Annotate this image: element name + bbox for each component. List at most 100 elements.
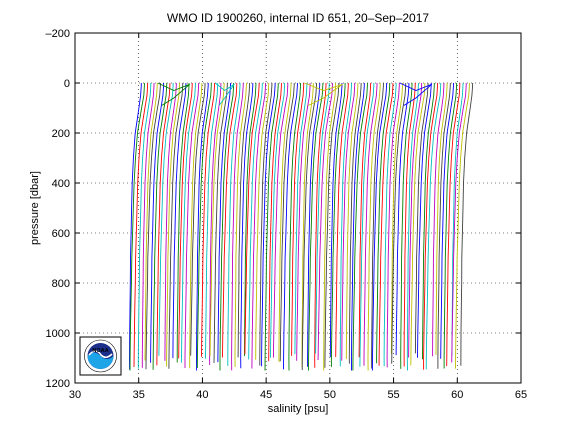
salinity-profile	[190, 83, 206, 356]
salinity-profile	[145, 83, 161, 370]
salinity-profile	[308, 83, 324, 371]
salinity-profile	[446, 83, 461, 367]
salinity-profile	[196, 83, 212, 369]
salinity-profile	[460, 83, 474, 366]
salinity-profile	[244, 83, 257, 357]
salinity-profile	[301, 83, 317, 371]
salinity-profile	[383, 83, 397, 367]
salinity-profile	[189, 83, 203, 369]
salinity-profile	[403, 83, 416, 367]
x-tick-label: 45	[260, 389, 272, 401]
salinity-profile	[335, 83, 349, 357]
y-tick-label: 1000	[46, 328, 70, 340]
salinity-profile	[422, 83, 435, 360]
salinity-profile	[294, 83, 308, 355]
salinity-profile	[137, 83, 152, 369]
salinity-profile	[291, 83, 305, 356]
salinity-profile	[222, 83, 238, 358]
salinity-profile	[164, 83, 177, 361]
salinity-profile	[272, 83, 289, 358]
salinity-profile-surface-loop	[399, 82, 433, 106]
salinity-profile-surface-loop	[304, 82, 343, 106]
salinity-profile	[423, 83, 438, 370]
axis-ticks: 30 35 40 45 50 55 60 65 –200 0 200 400 600 800 1000 120…	[46, 28, 528, 401]
salinity-profile	[417, 83, 432, 358]
salinity-profile	[329, 83, 343, 358]
salinity-profile	[209, 83, 222, 366]
salinity-profile	[279, 83, 295, 362]
salinity-profile	[184, 83, 200, 368]
salinity-profile	[425, 83, 442, 370]
y-axis-label: pressure [dbar]	[29, 171, 41, 245]
salinity-profile	[323, 83, 337, 371]
logo-sea	[87, 352, 114, 369]
salinity-profile	[376, 83, 391, 364]
salinity-profile	[209, 83, 225, 357]
y-tick-label: 800	[52, 278, 70, 290]
salinity-profile	[414, 83, 429, 354]
salinity-profile	[451, 83, 464, 356]
salinity-profile	[251, 83, 266, 369]
salinity-profile	[255, 83, 270, 360]
salinity-profile	[432, 83, 445, 357]
y-tick-label: 1200	[46, 378, 70, 390]
salinity-profile	[455, 83, 470, 369]
salinity-profile	[288, 83, 301, 371]
noaa-logo: NOAA	[79, 336, 122, 376]
x-tick-label: 30	[69, 389, 81, 401]
salinity-profile	[339, 83, 352, 367]
salinity-profile	[129, 83, 145, 371]
salinity-profile	[359, 83, 375, 367]
x-tick-label: 60	[451, 389, 463, 401]
salinity-profile	[168, 83, 184, 369]
salinity-profile	[278, 83, 292, 363]
y-tick-label: 600	[52, 228, 70, 240]
salinity-profile	[395, 83, 410, 356]
salinity-profile	[351, 83, 365, 371]
salinity-profile	[205, 83, 219, 359]
salinity-profile	[408, 83, 423, 358]
salinity-profile	[231, 83, 244, 371]
salinity-profile	[152, 83, 168, 370]
salinity-profile	[178, 83, 193, 359]
salinity-profile	[386, 83, 400, 368]
salinity-profile	[406, 83, 419, 371]
salinity-profile	[352, 83, 368, 371]
salinity-profile	[268, 83, 282, 362]
salinity-profile	[166, 83, 180, 367]
salinity-profile	[324, 83, 340, 368]
salinity-profile	[180, 83, 196, 363]
plot-frame	[74, 32, 522, 384]
salinity-profile	[244, 83, 260, 355]
salinity-profile	[240, 83, 254, 369]
salinity-profile	[176, 83, 190, 363]
y-tick-label: 200	[52, 128, 70, 140]
salinity-profile	[213, 83, 228, 364]
salinity-profile	[248, 83, 263, 360]
salinity-profile	[307, 83, 321, 367]
x-tick-label: 65	[515, 389, 527, 401]
salinity-profile	[348, 83, 362, 364]
salinity-profile	[314, 83, 327, 368]
salinity-profile	[437, 83, 451, 369]
salinity-profile	[378, 83, 394, 366]
logo-bird	[88, 350, 113, 359]
salinity-profile	[259, 83, 273, 366]
salinity-profile	[390, 83, 403, 354]
salinity-profile	[141, 83, 155, 368]
salinity-profile	[435, 83, 448, 355]
x-tick-label: 35	[133, 389, 145, 401]
salinity-profile	[227, 83, 241, 366]
salinity-profile	[317, 83, 333, 361]
salinity-profile	[443, 83, 458, 369]
salinity-profile	[341, 83, 356, 361]
salinity-profile	[261, 83, 276, 367]
salinity-profile-surface-loop	[157, 82, 190, 106]
salinity-profile	[451, 83, 467, 363]
salinity-profile	[269, 83, 286, 358]
logo-text: NOAA	[92, 348, 108, 354]
salinity-profile	[315, 83, 330, 354]
y-tick-label: 0	[64, 78, 70, 90]
salinity-profile	[237, 83, 251, 358]
